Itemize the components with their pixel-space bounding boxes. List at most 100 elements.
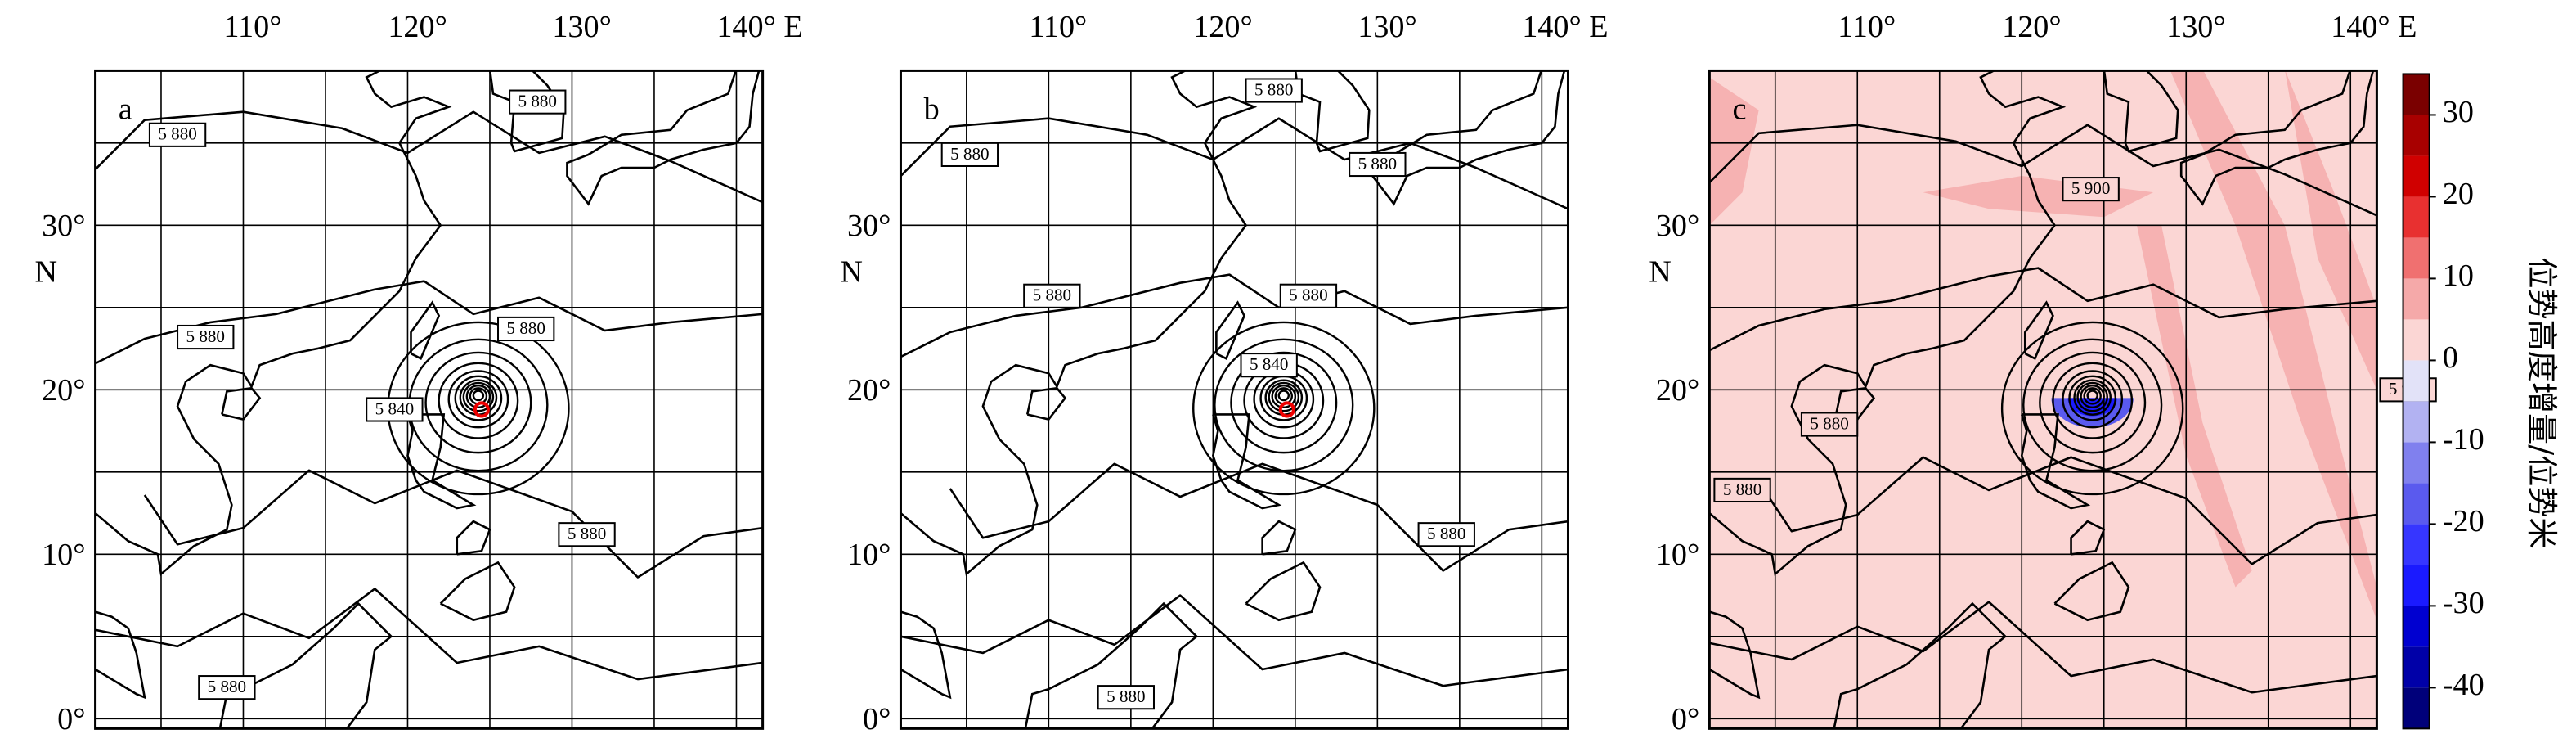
coastline bbox=[1709, 610, 1761, 700]
lat-hemisphere: N bbox=[1649, 254, 1672, 289]
typhoon-contour bbox=[2068, 375, 2117, 421]
contour-label-box bbox=[940, 142, 999, 168]
map-body bbox=[95, 70, 763, 729]
lon-label: 130° bbox=[1358, 10, 1417, 44]
typhoon-contour bbox=[2039, 351, 2147, 454]
contour-label-box bbox=[1023, 283, 1081, 308]
lat-label: 20° bbox=[847, 373, 891, 408]
coastline bbox=[2053, 561, 2130, 622]
typhoon-contour bbox=[1192, 321, 1376, 496]
coastline bbox=[566, 70, 761, 206]
colorbar-segment bbox=[2403, 237, 2430, 279]
typhoon-contour bbox=[2083, 387, 2102, 405]
colorbar-tick-label: 30 bbox=[2443, 95, 2474, 129]
coastline bbox=[1025, 386, 1067, 421]
contour-label-box bbox=[509, 89, 567, 115]
colorbar-tick-label: 10 bbox=[2443, 259, 2474, 293]
typhoon-contour bbox=[424, 351, 532, 454]
colorbar-frame bbox=[2402, 73, 2430, 730]
coastline bbox=[2020, 413, 2091, 510]
lat-label: 20° bbox=[1656, 373, 1699, 408]
map-panel: b 5 880 5 880 5 880 5 880 5 880 5 840 5 880 5 88… bbox=[840, 10, 1608, 734]
typhoon-contour bbox=[1277, 390, 1290, 402]
coastline bbox=[1211, 413, 1282, 510]
coastline bbox=[218, 601, 393, 729]
colorbar-segment bbox=[2403, 606, 2430, 647]
contour-label: 5 880 bbox=[1358, 154, 1397, 173]
contour-label-box bbox=[198, 675, 256, 700]
coastline bbox=[1215, 300, 1245, 360]
coastline bbox=[410, 300, 441, 360]
height-contour bbox=[1709, 267, 2377, 352]
contour-label: 5 900 bbox=[2071, 178, 2110, 198]
height-contour bbox=[900, 273, 1568, 358]
lon-label: 120° bbox=[388, 10, 447, 44]
typhoon-contour bbox=[2052, 362, 2134, 439]
typhoon-contour bbox=[1230, 351, 1338, 454]
lon-label: 110° bbox=[1838, 10, 1896, 44]
coastline bbox=[1709, 70, 2067, 576]
height-contour bbox=[95, 588, 763, 681]
increment-band bbox=[2170, 70, 2377, 620]
lat-hemisphere: N bbox=[840, 254, 863, 289]
colorbar-tick-label: 20 bbox=[2443, 177, 2474, 211]
increment-band bbox=[1709, 77, 1759, 226]
coastline bbox=[95, 70, 452, 576]
lat-label: 0° bbox=[57, 702, 85, 734]
lat-label: 10° bbox=[42, 538, 85, 572]
contour-label: 5 880 bbox=[1254, 79, 1293, 99]
typhoon-contour bbox=[2076, 381, 2108, 412]
contour-label: 5 880 bbox=[208, 677, 246, 696]
height-contour bbox=[1709, 601, 2377, 694]
contour-label-box bbox=[366, 397, 424, 422]
lon-label: 120° bbox=[2002, 10, 2062, 44]
coastline bbox=[2023, 300, 2054, 360]
contour-label-box bbox=[1349, 151, 1407, 178]
panel-frame bbox=[899, 69, 1570, 730]
coastline bbox=[1261, 520, 1297, 556]
panel-letter: b bbox=[924, 92, 940, 126]
colorbar-segment bbox=[2403, 196, 2430, 238]
lon-label: 120° bbox=[1193, 10, 1253, 44]
map-body bbox=[1709, 70, 2377, 729]
typhoon-contour bbox=[1268, 381, 1300, 412]
contour-label: 5 840 bbox=[375, 399, 414, 418]
contour-label: 5 880 bbox=[1033, 286, 1071, 305]
height-contour bbox=[95, 110, 763, 204]
typhoon-contour bbox=[472, 390, 485, 402]
contour-label-box bbox=[1097, 685, 1155, 710]
contour-label: 5 880 bbox=[1427, 524, 1465, 543]
contour-label-box bbox=[1240, 353, 1298, 378]
colorbar-tick-label: -30 bbox=[2443, 586, 2484, 620]
coastline bbox=[95, 610, 146, 700]
lon-label: 110° bbox=[1029, 10, 1087, 44]
contour-label: 5 880 bbox=[1289, 286, 1327, 305]
typhoon-symbol bbox=[473, 401, 490, 418]
colorbar-segment bbox=[2403, 401, 2430, 443]
lon-label: 130° bbox=[2166, 10, 2226, 44]
contour-label: 5 880 bbox=[1106, 687, 1145, 706]
height-contour bbox=[949, 462, 1568, 572]
lat-label: 10° bbox=[1656, 538, 1699, 572]
coastline bbox=[439, 561, 516, 622]
contour-label: 5 880 bbox=[518, 91, 557, 110]
contour-label-box bbox=[558, 522, 616, 547]
lat-label: 0° bbox=[1672, 702, 1699, 734]
height-contour bbox=[1709, 124, 2377, 217]
height-contour bbox=[900, 594, 1568, 687]
contour-label: 5 880 bbox=[950, 144, 989, 164]
contour-label-box bbox=[177, 324, 235, 350]
panel-frame bbox=[94, 69, 765, 730]
coastline bbox=[1833, 601, 2008, 729]
lat-label: 30° bbox=[847, 209, 891, 243]
coastline bbox=[1245, 561, 1322, 622]
lat-hemisphere: N bbox=[34, 254, 57, 289]
colorbar-segment bbox=[2403, 319, 2430, 361]
typhoon-contour bbox=[2000, 321, 2184, 496]
colorbar-segment bbox=[2403, 278, 2430, 320]
contour-label: 5 880 bbox=[186, 326, 225, 346]
height-contour bbox=[1757, 456, 2377, 565]
typhoon-contour bbox=[2086, 390, 2098, 402]
typhoon-contour bbox=[2080, 384, 2105, 409]
